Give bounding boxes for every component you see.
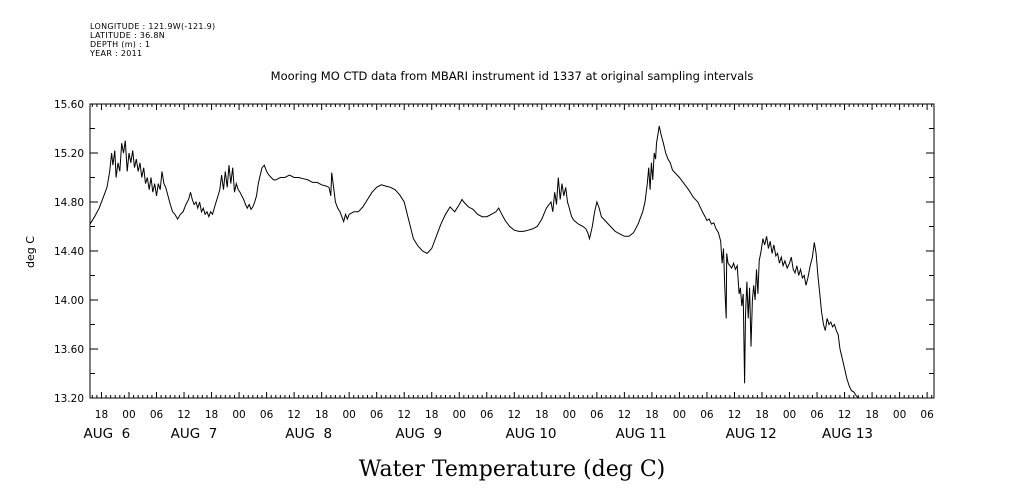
date-labels: AUG 6 AUG 7 AUG 8 AUG 9 AUG 10 AUG 11 AUG 12 AU… <box>83 426 873 442</box>
metadata-block: LONGITUDE : 121.9W(-121.9) LATITUDE : 36… <box>90 22 215 58</box>
y-tick-label: 15.60 <box>54 99 84 111</box>
y-axis-label: deg C <box>24 236 37 268</box>
x-tick-label: 00 <box>673 409 686 421</box>
y-tick-label: 13.20 <box>54 393 84 405</box>
x-tick-label: 06 <box>920 409 934 421</box>
x-tick-label: 06 <box>590 409 604 421</box>
plot-frame <box>89 103 935 399</box>
x-tick-label: 12 <box>177 409 190 421</box>
depth-label: DEPTH (m) : 1 <box>90 40 151 49</box>
x-tick-label: 00 <box>453 409 466 421</box>
y-tick-labels: 13.20 13.60 14.00 14.40 14.80 15.20 15.60 <box>54 99 84 405</box>
y-tick-label: 14.00 <box>54 295 84 307</box>
x-tick-label: 06 <box>150 409 164 421</box>
x-tick-label: 12 <box>728 409 741 421</box>
date-label: AUG 8 <box>285 426 332 442</box>
x-tick-label: 00 <box>122 409 135 421</box>
longitude-label: LONGITUDE : 121.9W(-121.9) <box>90 22 216 31</box>
x-tick-label: 12 <box>618 409 631 421</box>
x-tick-label: 06 <box>810 409 824 421</box>
year-label: YEAR : 2011 <box>90 49 143 58</box>
date-label: AUG 11 <box>616 426 667 442</box>
x-axis-label: Water Temperature (deg C) <box>359 457 666 482</box>
date-label: AUG 7 <box>171 426 218 442</box>
x-tick-label: 18 <box>425 409 438 421</box>
y-tick-label: 13.60 <box>54 344 84 356</box>
x-tick-label: 18 <box>535 409 548 421</box>
axis-ticks <box>90 103 934 399</box>
x-tick-label: 18 <box>95 409 108 421</box>
temperature-series-line <box>89 125 859 399</box>
x-tick-label: 00 <box>563 409 576 421</box>
x-tick-label: 18 <box>755 409 768 421</box>
x-tick-label: 06 <box>370 409 384 421</box>
x-tick-label: 00 <box>893 409 906 421</box>
date-label: AUG 10 <box>505 426 556 442</box>
x-tick-label: 18 <box>865 409 878 421</box>
x-tick-label: 00 <box>783 409 796 421</box>
x-tick-label: 00 <box>342 409 355 421</box>
chart-title: Mooring MO CTD data from MBARI instrumen… <box>271 69 754 83</box>
x-tick-label: 18 <box>205 409 218 421</box>
x-tick-label: 12 <box>508 409 521 421</box>
x-tick-label: 00 <box>232 409 245 421</box>
date-label: AUG 13 <box>822 426 873 442</box>
x-tick-label: 12 <box>287 409 300 421</box>
y-tick-label: 14.80 <box>54 197 84 209</box>
y-tick-label: 14.40 <box>54 246 84 258</box>
x-tick-label: 12 <box>398 409 411 421</box>
latitude-label: LATITUDE : 36.8N <box>90 31 166 40</box>
x-tick-label: 18 <box>645 409 658 421</box>
y-tick-label: 15.20 <box>54 148 84 160</box>
x-tick-label: 12 <box>838 409 851 421</box>
x-tick-label: 06 <box>260 409 274 421</box>
date-label: AUG 12 <box>726 426 777 442</box>
date-label: AUG 9 <box>395 426 442 442</box>
x-tick-label: 06 <box>480 409 494 421</box>
date-label: AUG 6 <box>83 426 130 442</box>
x-tick-label: 06 <box>700 409 714 421</box>
x-tick-label: 18 <box>315 409 328 421</box>
x-tick-labels: 18 00 06 12 18 00 06 12 18 00 06 12 18 00 06 12 18 00 06 12… <box>95 409 934 421</box>
